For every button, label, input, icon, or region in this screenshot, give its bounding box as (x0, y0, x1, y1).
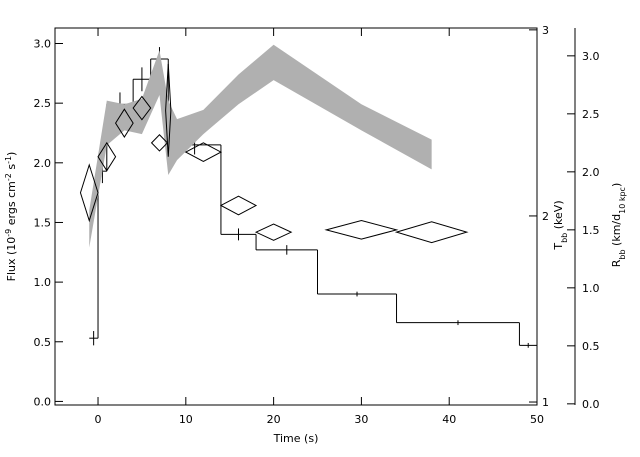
x-tick-label: 0 (95, 413, 102, 426)
radius-diamond (97, 141, 117, 172)
y-axis-title-part: ) (5, 152, 18, 156)
y3-tick-label: 0.0 (582, 398, 600, 411)
radius-diamond (79, 163, 99, 223)
radius-diamond (254, 223, 293, 241)
y3-tick-label: 2.0 (582, 166, 600, 179)
x-tick-label: 20 (267, 413, 281, 426)
radius-diamond (165, 63, 172, 157)
y2-tick-label: 3 (542, 24, 549, 37)
y2-tick-label: 1 (542, 396, 549, 409)
y3-axis-title-part: R (610, 259, 623, 267)
y3-tick-label: 1.5 (582, 224, 600, 237)
y2-axis-title: Tbb (keV) (552, 200, 569, 250)
y-tick-label: 1.0 (34, 276, 52, 289)
band (89, 44, 432, 248)
y3-axis-title-part: ) (610, 183, 623, 187)
y2-tick-label: 2 (542, 210, 549, 223)
y3-axis-title-part: (km/d (610, 214, 623, 250)
y-tick-label: 0.0 (34, 395, 52, 408)
y-axis-title-part: Flux (10 (5, 237, 18, 282)
y2-axis-title-part: T (552, 243, 565, 251)
x-tick-label: 10 (179, 413, 193, 426)
y-axis-title-part: -1 (4, 156, 13, 164)
y3-tick-label: 1.0 (582, 282, 600, 295)
radius-diamond (114, 108, 134, 138)
y3-axis-title-part: bb (618, 249, 627, 259)
y-tick-label: 3.0 (34, 38, 52, 51)
x-tick-label: 30 (354, 413, 368, 426)
radius-diamond (324, 220, 399, 240)
radius-diamond (132, 95, 152, 121)
y3-tick-label: 3.0 (582, 50, 600, 63)
x-tick-label: 40 (442, 413, 456, 426)
y-tick-label: 0.5 (34, 336, 52, 349)
x-tick-label: 50 (530, 413, 544, 426)
y2-axis-title-part: (keV) (552, 200, 565, 232)
y-axis-title: Flux (10-9 ergs cm-2 s-1) (4, 152, 19, 282)
y3-tick-label: 0.5 (582, 340, 600, 353)
y3-axis-title: Rbb (km/d10 kpc) (610, 183, 627, 268)
radius-diamond (219, 195, 258, 216)
y3-axis-title-part: 10 kpc (618, 187, 627, 214)
y3-tick-label: 2.5 (582, 108, 600, 121)
x-axis-title: Time (s) (273, 432, 319, 445)
y-axis-title-part: -9 (4, 229, 13, 237)
radius-diamond (184, 142, 223, 162)
plot-frame (54, 27, 538, 406)
x-axis-title-part: Time (s) (273, 432, 319, 445)
y-tick-label: 1.5 (34, 216, 52, 229)
y-tick-label: 2.5 (34, 97, 52, 110)
y-axis-title-part: ergs cm (5, 181, 18, 229)
y-tick-label: 2.0 (34, 157, 52, 170)
y-axis-title-part: -2 (4, 173, 13, 181)
radius-diamond (394, 221, 469, 244)
y-axis-title-part: s (5, 164, 18, 173)
y2-axis-title-part: bb (560, 233, 569, 243)
